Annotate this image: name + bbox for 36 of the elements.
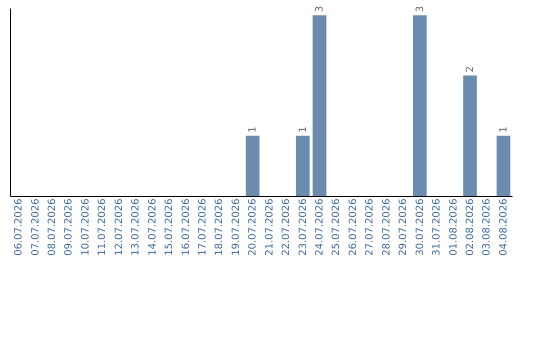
data-label: 1 — [498, 126, 510, 133]
x-tick-label: 12.07.2026 — [114, 198, 125, 256]
x-tick-label: 14.07.2026 — [147, 198, 158, 256]
data-label: 3 — [314, 6, 326, 12]
x-tick-label: 02.08.2026 — [465, 198, 476, 256]
x-tick-label: 03.08.2026 — [482, 198, 493, 256]
x-tick-label: 11.07.2026 — [97, 198, 108, 256]
x-tick-label: 19.07.2026 — [230, 198, 242, 256]
data-label: 1 — [248, 126, 259, 133]
x-tick-label: 28.07.2026 — [381, 198, 392, 256]
x-tick-label: 20.07.2026 — [248, 198, 259, 256]
x-tick-label: 27.07.2026 — [364, 198, 376, 256]
x-tick-label: 15.07.2026 — [164, 198, 176, 256]
x-tick-label: 21.07.2026 — [264, 198, 276, 256]
x-tick-label: 26.07.2026 — [348, 198, 359, 256]
x-tick-label: 31.07.2026 — [432, 198, 443, 256]
x-tick-label: 08.07.2026 — [46, 198, 58, 256]
x-tick-label: 30.07.2026 — [414, 198, 426, 256]
x-tick-label: 01.08.2026 — [448, 198, 460, 256]
data-label: 2 — [465, 66, 476, 72]
x-tick-label: 09.07.2026 — [64, 198, 75, 256]
x-tick-label: 16.07.2026 — [180, 198, 192, 256]
x-tick-label: 29.07.2026 — [398, 198, 410, 256]
x-tick-label: 10.07.2026 — [80, 198, 92, 256]
data-label: 3 — [414, 6, 426, 12]
x-tick-label: 22.07.2026 — [281, 198, 292, 256]
x-tick-label: 07.07.2026 — [30, 198, 42, 256]
x-tick-label: 23.07.2026 — [298, 198, 309, 256]
x-tick-label: 24.07.2026 — [314, 198, 326, 256]
x-tick-label: 17.07.2026 — [197, 198, 208, 256]
data-label: 1 — [298, 126, 309, 133]
x-tick-label: 18.07.2026 — [214, 198, 226, 256]
x-tick-label: 06.07.2026 — [14, 198, 25, 256]
x-tick-label: 13.07.2026 — [130, 198, 142, 256]
x-tick-label: 25.07.2026 — [331, 198, 342, 256]
x-tick-label: 04.08.2026 — [498, 198, 510, 256]
